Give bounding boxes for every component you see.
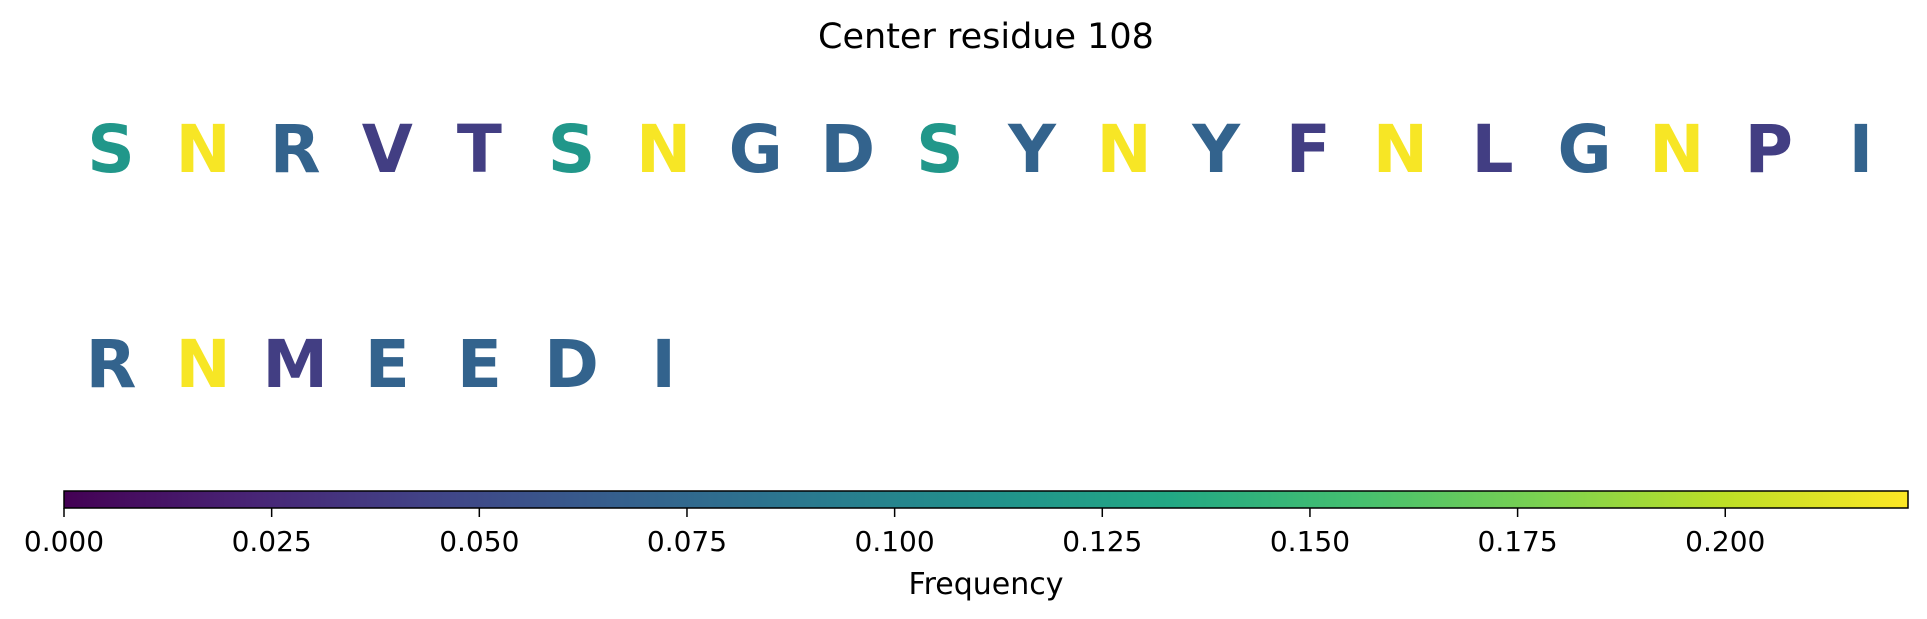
residue-letter: M [262, 326, 328, 403]
chart-title: Center residue 108 [818, 17, 1154, 57]
residue-letter: N [175, 111, 230, 188]
colorbar-ticks: 0.000 0.025 0.050 0.075 0.100 0.125 0.150 0.175… [24, 508, 1765, 558]
residue-letter: V [362, 111, 413, 188]
colorbar-tick-label: 0.150 [1270, 525, 1350, 558]
residue-letter: F [1286, 111, 1331, 188]
colorbar-label: Frequency [909, 567, 1064, 602]
residue-letter: L [1471, 111, 1513, 188]
colorbar-tick-label: 0.000 [24, 525, 104, 558]
residue-letter: N [636, 111, 691, 188]
residue-letter: E [457, 326, 502, 403]
residue-letter: G [729, 111, 783, 188]
residue-letter: N [1096, 111, 1151, 188]
residue-letter: N [1373, 111, 1428, 188]
residue-letter: Y [1007, 111, 1057, 188]
residue-letter: N [175, 326, 230, 403]
residue-letter: D [820, 111, 875, 188]
residue-letter: E [365, 326, 410, 403]
residue-letter: S [916, 111, 964, 188]
residue-letter: R [86, 326, 137, 403]
residue-letter: G [1558, 111, 1612, 188]
residue-letter: R [270, 111, 321, 188]
residue-letter: I [1849, 111, 1874, 188]
colorbar-tick-label: 0.175 [1478, 525, 1558, 558]
colorbar-gradient [63, 490, 1909, 509]
colorbar-tick-label: 0.200 [1685, 525, 1765, 558]
residue-letter: P [1745, 111, 1793, 188]
colorbar-tick-label: 0.050 [439, 525, 519, 558]
residue-letters: S N R V T S N G D S Y N Y F N L G N P IR N M E E D I [86, 111, 1874, 403]
colorbar-tick-label: 0.100 [855, 525, 935, 558]
residue-letter: Y [1191, 111, 1241, 188]
residue-letter: S [548, 111, 596, 188]
residue-letter: I [651, 326, 676, 403]
residue-letter: N [1649, 111, 1704, 188]
residue-letter: S [87, 111, 135, 188]
colorbar-tick-label: 0.025 [232, 525, 312, 558]
colorbar: 0.000 0.025 0.050 0.075 0.100 0.125 0.150 0.175… [24, 490, 1909, 602]
colorbar-tick-label: 0.125 [1062, 525, 1142, 558]
residue-letter: T [457, 111, 502, 188]
colorbar-tick-label: 0.075 [647, 525, 727, 558]
residue-letter: D [544, 326, 599, 403]
